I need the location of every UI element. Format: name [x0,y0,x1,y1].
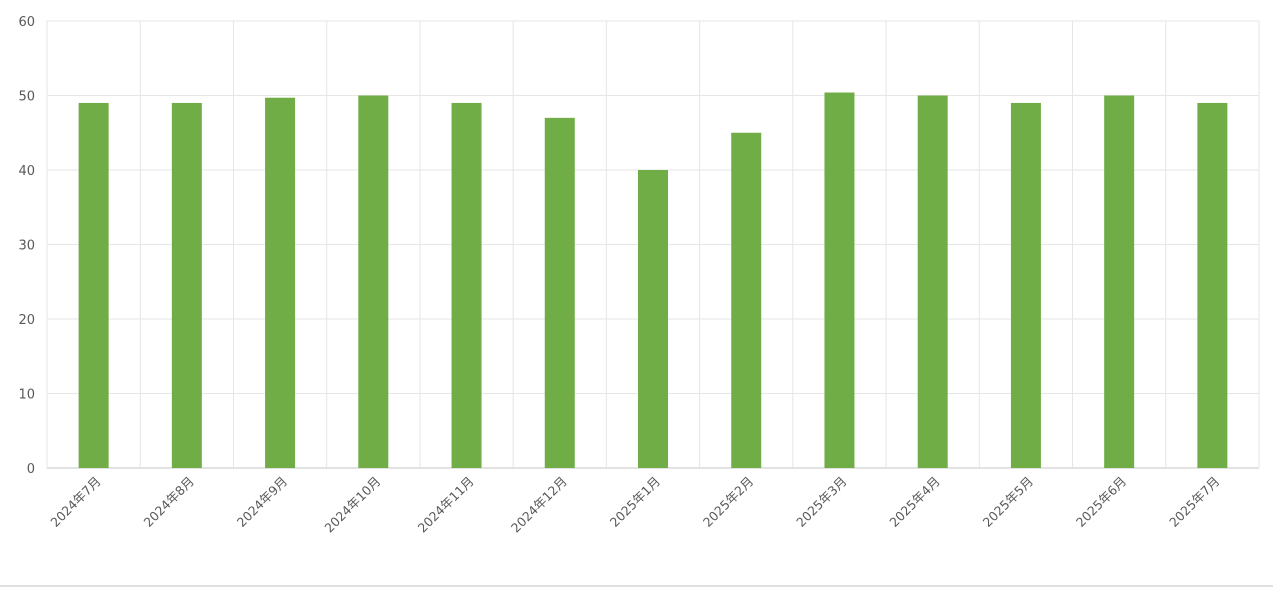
y-tick-label: 60 [18,15,35,30]
x-tick-label: 2024年8月 [141,474,197,530]
bar [78,102,109,468]
y-tick-label: 10 [18,388,35,403]
bar [265,97,296,469]
bar [358,95,389,468]
bar [1197,102,1228,468]
bottom-divider [0,585,1273,587]
x-tick-label: 2024年9月 [234,474,290,530]
x-tick-label: 2025年5月 [980,474,1036,530]
bar [451,102,482,468]
y-tick-label: 20 [18,313,35,328]
y-tick-label: 30 [18,239,35,254]
x-tick-label: 2025年1月 [607,474,663,530]
x-tick-label: 2025年6月 [1073,474,1129,530]
bar [824,92,855,469]
bar [1010,102,1041,468]
y-tick-label: 50 [18,90,35,105]
bar [917,95,948,468]
bar [1104,95,1135,468]
bar [171,102,202,468]
x-tick-label: 2025年2月 [700,474,756,530]
bar [544,117,575,468]
x-tick-label: 2024年10月 [321,474,383,536]
x-tick-label: 2025年4月 [886,474,942,530]
x-tick-label: 2025年7月 [1166,474,1222,530]
x-tick-label: 2025年3月 [793,474,849,530]
x-tick-label: 2024年7月 [47,474,103,530]
bar [731,132,762,468]
x-tick-label: 2024年11月 [415,474,477,536]
y-tick-label: 0 [27,462,35,477]
y-tick-label: 40 [18,164,35,179]
bar [638,170,668,468]
x-tick-label: 2024年12月 [508,474,570,536]
